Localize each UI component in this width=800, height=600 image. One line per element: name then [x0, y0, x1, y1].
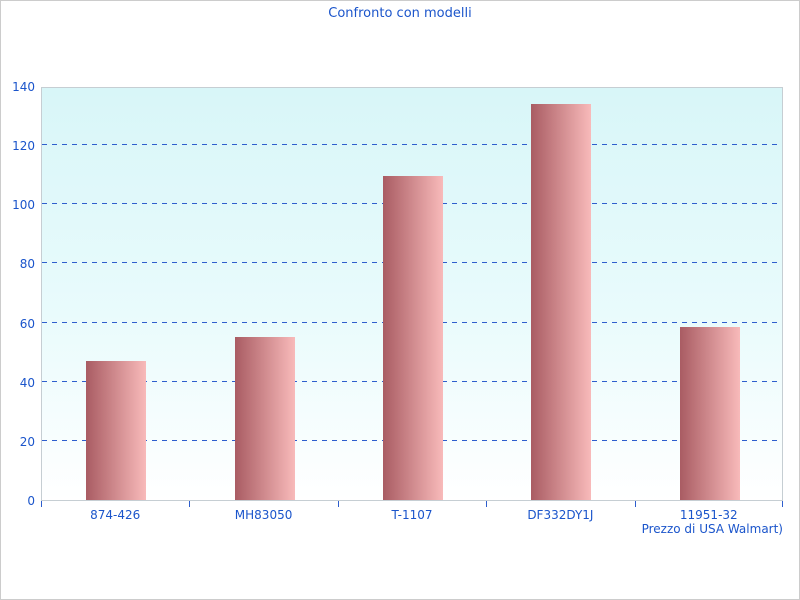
x-axis-tick [782, 501, 783, 507]
x-axis-label-T-1107: T-1107 [391, 508, 433, 522]
x-axis-tick [189, 501, 191, 507]
chart-title: Confronto con modelli [328, 6, 472, 21]
y-axis-label-120: 120 [12, 139, 35, 154]
y-axis-label-140: 140 [12, 80, 35, 94]
y-axis-label-0: 0 [27, 494, 35, 508]
y-axis-label-60: 60 [19, 316, 35, 331]
y-axis-label-80: 80 [19, 257, 35, 272]
y-axis-label-20: 20 [19, 434, 35, 449]
bar-DF332DY1J [531, 104, 592, 500]
bar-T-1107 [383, 176, 443, 500]
bar-MH83050 [234, 337, 295, 500]
y-axis-label-40: 40 [19, 375, 35, 390]
x-axis-tick [486, 501, 488, 507]
bar-11951-32 [679, 327, 740, 500]
x-axis-label-DF332DY1J: DF332DY1J [527, 508, 594, 522]
plot-area [41, 87, 783, 501]
x-axis-label-11951-32: 11951-32 [679, 508, 738, 522]
bar-874-426 [86, 361, 147, 500]
x-axis-tick [634, 501, 636, 507]
x-axis-label-MH83050: MH83050 [234, 508, 293, 522]
x-axis-label-874-426: 874-426 [90, 508, 141, 522]
x-axis-tick [337, 501, 339, 507]
x-axis-title: Prezzo di USA Walmart) [641, 522, 783, 536]
y-axis-label-100: 100 [12, 198, 35, 213]
x-axis-tick [41, 501, 42, 507]
gridline-120 [42, 144, 782, 146]
